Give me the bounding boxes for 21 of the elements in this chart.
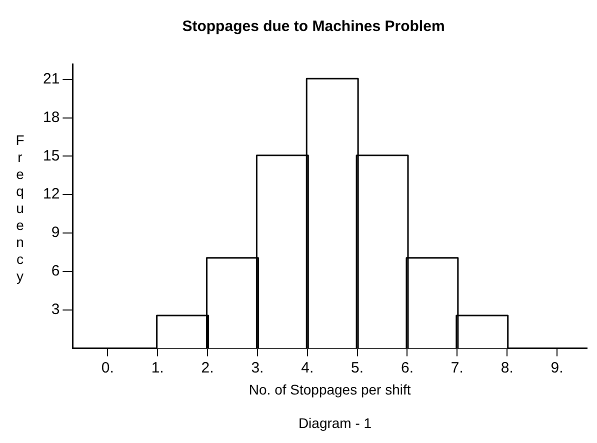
y-tick-label: 9 <box>51 224 60 242</box>
y-axis-title: Frequency <box>12 132 28 285</box>
x-tick-label: 6. <box>400 359 414 376</box>
x-tick-label: 8. <box>500 359 514 376</box>
x-tick-label: 1. <box>151 359 164 376</box>
x-tick-label: 0. <box>101 359 114 376</box>
x-tick-label: 7. <box>450 359 464 376</box>
text: Diagram - 1 <box>298 415 372 431</box>
y-tick-label: 6 <box>51 262 60 280</box>
y-tick-label: 21 <box>42 70 60 88</box>
y-tick-label: 18 <box>42 108 60 126</box>
y-tick-label: 15 <box>42 147 60 164</box>
x-tick-label: 2. <box>201 359 214 376</box>
x-tick-label: 9. <box>550 359 564 376</box>
x-axis-title: No. of Stoppages per shift <box>248 381 411 398</box>
x-tick-label: 4. <box>301 359 314 376</box>
y-tick-label: 12 <box>42 186 60 203</box>
x-tick-label: 5. <box>351 359 364 376</box>
chart-title: Stoppages due to Machines Problem <box>182 18 445 36</box>
y-tick-label: 3 <box>51 300 60 318</box>
x-tick-label: 3. <box>251 359 264 376</box>
